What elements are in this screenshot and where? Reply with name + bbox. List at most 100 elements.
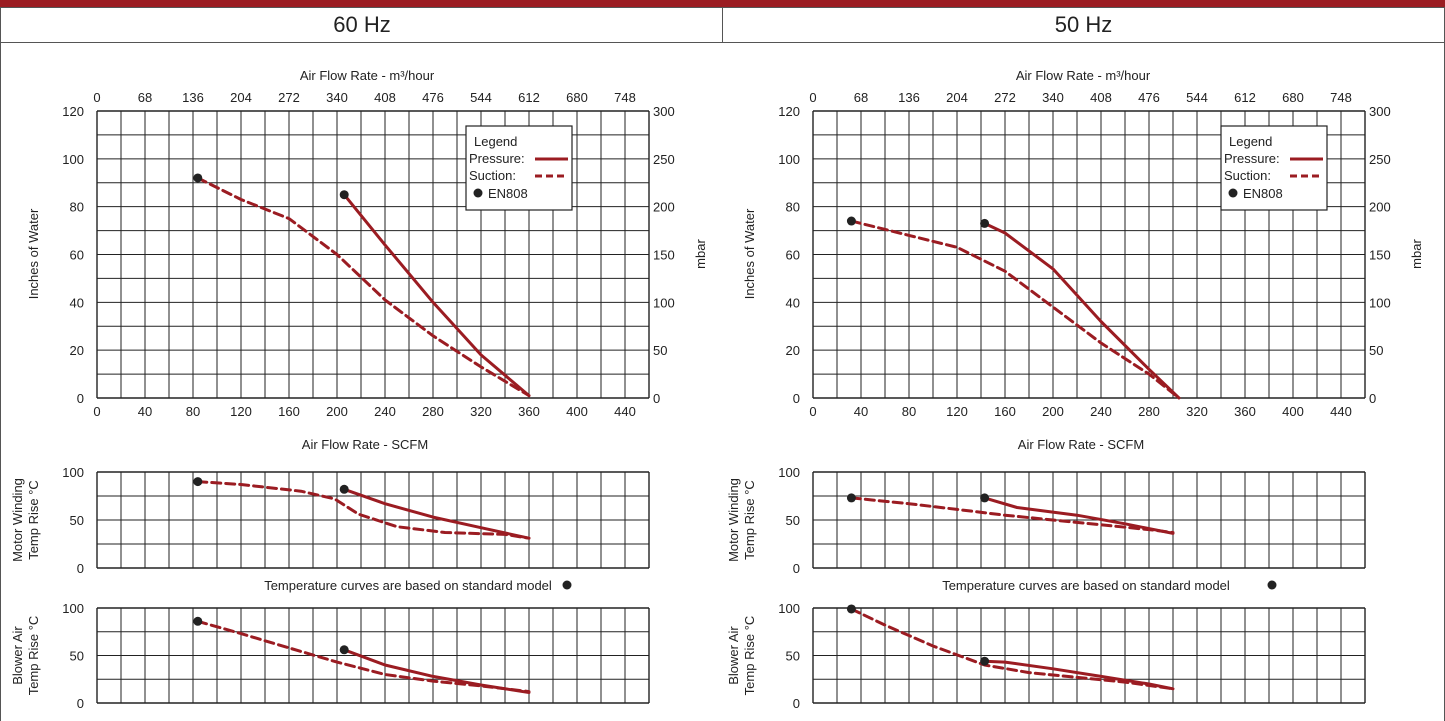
en808-marker [340, 485, 349, 494]
mbar-tick-label: 300 [653, 104, 675, 119]
y-tick-label: 0 [77, 561, 84, 576]
y-tick-label: 60 [70, 248, 84, 263]
mbar-tick-label: 150 [653, 248, 675, 263]
y-tick-label: 120 [62, 104, 84, 119]
chart-60hz-0: 020406080100120050100150200250300mbarInc… [26, 68, 708, 452]
bottom-tick-label: 200 [1042, 404, 1064, 419]
en808-marker [847, 493, 856, 502]
top-tick-label: 204 [946, 90, 968, 105]
top-tick-label: 68 [138, 90, 152, 105]
pressure-curve [344, 195, 529, 396]
bottom-tick-label: 0 [93, 404, 100, 419]
y-tick-label: 60 [786, 248, 800, 263]
suction-curve [198, 178, 529, 396]
mbar-tick-label: 250 [1369, 152, 1391, 167]
en808-marker [980, 219, 989, 228]
y-axis-label-line1: Blower Air [10, 626, 25, 685]
en808-marker [340, 190, 349, 199]
mbar-tick-label: 300 [1369, 104, 1391, 119]
y-axis-label: Inches of Water [26, 208, 41, 299]
top-tick-label: 408 [1090, 90, 1112, 105]
pressure-curve [985, 223, 1179, 398]
y-tick-label: 50 [786, 513, 800, 528]
top-tick-label: 340 [326, 90, 348, 105]
chart-50hz-2: 0 50 100 Blower Air Temp Rise °C [726, 601, 1365, 711]
bottom-tick-label: 80 [186, 404, 200, 419]
mbar-axis-label: mbar [1409, 239, 1424, 269]
bottom-tick-label: 320 [1186, 404, 1208, 419]
bottom-tick-label: 320 [470, 404, 492, 419]
top-tick-label: 680 [566, 90, 588, 105]
mbar-tick-label: 200 [1369, 200, 1391, 215]
y-tick-label: 40 [70, 295, 84, 310]
legend-title: Legend [1229, 134, 1272, 149]
note-marker [1268, 581, 1277, 590]
bottom-tick-label: 360 [518, 404, 540, 419]
y-tick-label: 100 [778, 465, 800, 480]
top-tick-label: 748 [1330, 90, 1352, 105]
y-tick-label: 100 [62, 601, 84, 616]
y-tick-label: 100 [778, 152, 800, 167]
mbar-tick-label: 50 [653, 343, 667, 358]
chart-60hz-2: 050100Blower Air Temp Rise °C [10, 601, 649, 711]
top-tick-label: 544 [470, 90, 492, 105]
y-tick-label: 120 [778, 104, 800, 119]
mbar-tick-label: 50 [1369, 343, 1383, 358]
y-tick-label: 0 [793, 391, 800, 406]
bottom-tick-label: 40 [138, 404, 152, 419]
y-tick-label: 50 [70, 649, 84, 664]
bottom-tick-label: 360 [1234, 404, 1256, 419]
legend-suction-label: Suction: [469, 168, 516, 183]
top-tick-label: 476 [422, 90, 444, 105]
top-tick-label: 748 [614, 90, 636, 105]
bottom-tick-label: 80 [902, 404, 916, 419]
en808-marker [340, 645, 349, 654]
mbar-tick-label: 200 [653, 200, 675, 215]
bottom-tick-label: 0 [809, 404, 816, 419]
top-tick-label: 136 [898, 90, 920, 105]
y-axis-label-line2: Temp Rise °C [26, 480, 41, 560]
pressure-curve [985, 661, 1173, 689]
y-tick-label: 50 [70, 513, 84, 528]
bottom-axis-label: Air Flow Rate - SCFM [1018, 437, 1144, 452]
bottom-tick-label: 40 [854, 404, 868, 419]
top-tick-label: 136 [182, 90, 204, 105]
temperature-note: Temperature curves are based on standard… [942, 578, 1230, 593]
bottom-tick-label: 440 [1330, 404, 1352, 419]
y-axis-label-line2: Temp Rise °C [742, 480, 757, 560]
bottom-tick-label: 120 [230, 404, 252, 419]
y-tick-label: 100 [778, 601, 800, 616]
legend-title: Legend [474, 134, 517, 149]
top-tick-label: 612 [518, 90, 540, 105]
chart-50hz-1: 0 50 100 Motor Winding Temp Rise °C [726, 465, 1365, 576]
top-tick-label: 476 [1138, 90, 1160, 105]
en808-marker [980, 657, 989, 666]
top-tick-label: 0 [809, 90, 816, 105]
legend-pressure-label: Pressure: [1224, 151, 1280, 166]
y-axis-label-line1: Motor Winding [726, 478, 741, 562]
suction-curve [198, 482, 529, 539]
top-tick-label: 68 [854, 90, 868, 105]
y-tick-label: 20 [786, 343, 800, 358]
legend-en808-label: EN808 [488, 186, 528, 201]
top-tick-label: 272 [994, 90, 1016, 105]
y-tick-label: 40 [786, 295, 800, 310]
bottom-tick-label: 240 [374, 404, 396, 419]
legend-en808-marker [474, 189, 483, 198]
bottom-tick-label: 160 [278, 404, 300, 419]
mbar-tick-label: 100 [653, 295, 675, 310]
top-tick-label: 0 [93, 90, 100, 105]
top-tick-label: 272 [278, 90, 300, 105]
y-tick-label: 0 [77, 696, 84, 711]
top-tick-label: 544 [1186, 90, 1208, 105]
bottom-tick-label: 240 [1090, 404, 1112, 419]
mbar-tick-label: 0 [1369, 391, 1376, 406]
en808-marker [980, 493, 989, 502]
en808-marker [193, 477, 202, 486]
mbar-tick-label: 250 [653, 152, 675, 167]
y-axis-label: Inches of Water [742, 208, 757, 299]
y-tick-label: 0 [793, 561, 800, 576]
top-tick-label: 204 [230, 90, 252, 105]
bottom-tick-label: 440 [614, 404, 636, 419]
y-axis-label-line1: Blower Air [726, 626, 741, 685]
